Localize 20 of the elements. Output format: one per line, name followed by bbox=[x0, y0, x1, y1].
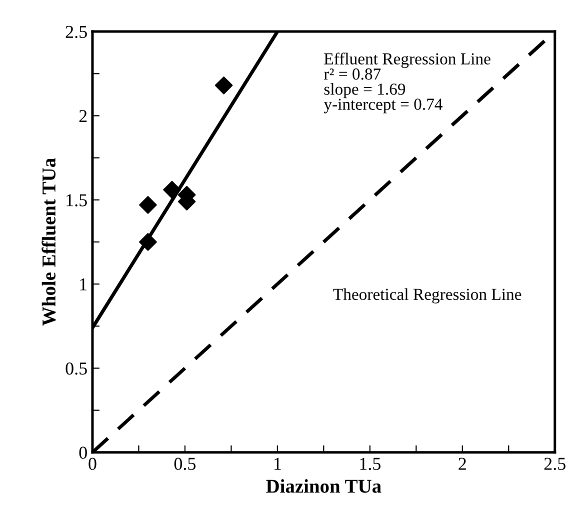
y-tick-label: 2.5 bbox=[66, 26, 87, 38]
y-tick-label: 0 bbox=[79, 446, 87, 459]
x-tick-label: 0 bbox=[88, 458, 96, 470]
y-tick-label: 2 bbox=[79, 110, 87, 122]
y-tick-label: 1 bbox=[80, 278, 87, 290]
x-tick-label: 2.5 bbox=[544, 458, 566, 470]
annotation: Theoretical Regression Line bbox=[333, 288, 522, 304]
x-tick-label: 1 bbox=[274, 458, 281, 470]
point bbox=[214, 76, 233, 94]
x-tick-label: 0.5 bbox=[174, 458, 196, 470]
y-tick-label: 1.5 bbox=[66, 194, 87, 206]
annotation: Effluent Regression Line r² = 0.87 slope = 1.69 y-intercept = 0.74 bbox=[324, 52, 490, 114]
point bbox=[163, 180, 181, 199]
x-tick-label: 1.5 bbox=[360, 458, 380, 470]
point bbox=[139, 233, 157, 251]
y-axis-title: Whole Effluent TUa bbox=[42, 158, 56, 326]
x-tick-label: 2 bbox=[458, 458, 466, 470]
x-axis-title: Diazinon TUa bbox=[266, 479, 382, 493]
y-tick-label: 0.5 bbox=[66, 362, 87, 375]
point bbox=[139, 196, 157, 214]
